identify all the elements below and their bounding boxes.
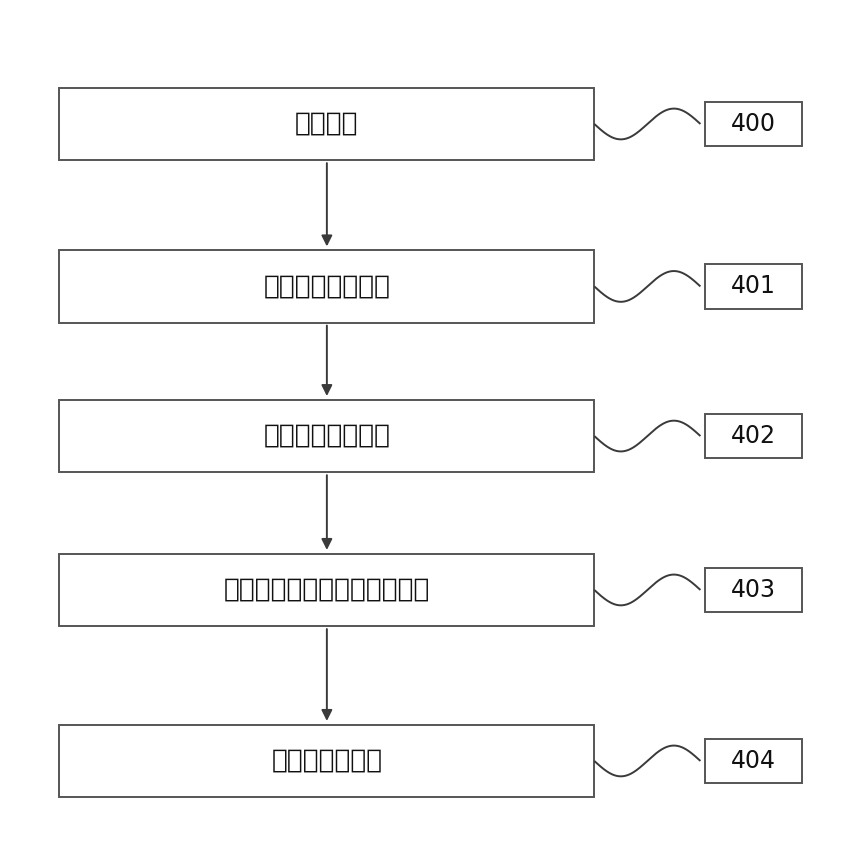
- Bar: [59, 554, 594, 626]
- Bar: [59, 251, 594, 323]
- Text: 400: 400: [731, 112, 776, 136]
- Bar: [705, 102, 802, 146]
- Text: 403: 403: [731, 578, 776, 602]
- Text: 模型简化与轻量化: 模型简化与轻量化: [263, 423, 391, 449]
- Text: 404: 404: [731, 749, 776, 773]
- Bar: [59, 88, 594, 161]
- Bar: [705, 739, 802, 783]
- Text: 模型检查与修改: 模型检查与修改: [272, 748, 382, 774]
- Text: 402: 402: [731, 424, 776, 448]
- Text: 401: 401: [731, 274, 776, 298]
- Text: 模型物理属性和约束条件设置: 模型物理属性和约束条件设置: [223, 577, 430, 603]
- Bar: [59, 724, 594, 797]
- Text: 数据驱动模型设计: 数据驱动模型设计: [263, 274, 391, 299]
- Bar: [705, 414, 802, 458]
- Bar: [705, 264, 802, 309]
- Bar: [705, 568, 802, 612]
- Text: 接口设计: 接口设计: [295, 111, 358, 137]
- Bar: [59, 400, 594, 472]
